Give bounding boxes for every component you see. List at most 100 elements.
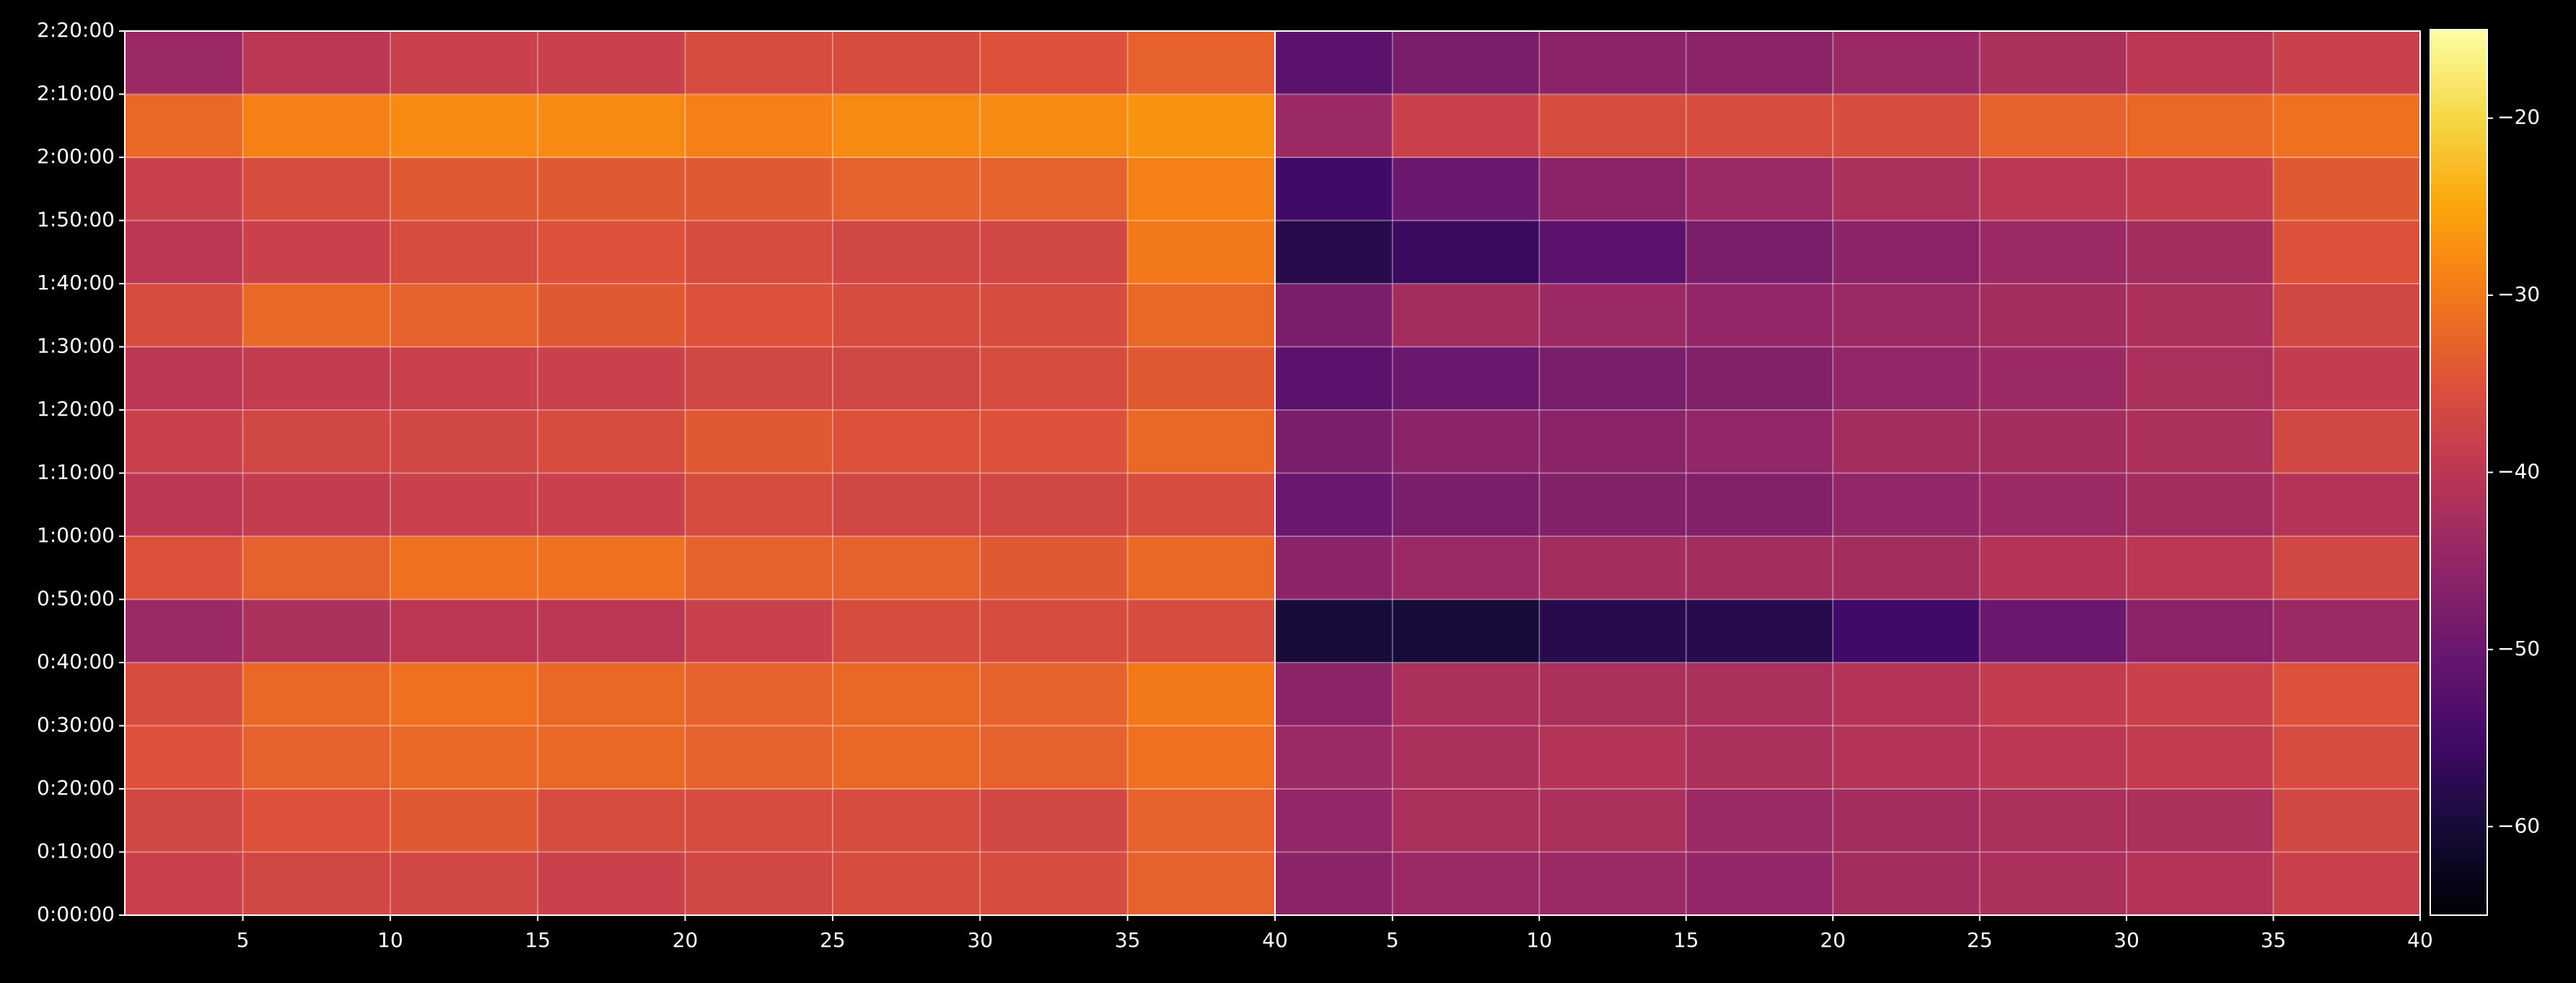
heatmap-cell	[832, 536, 981, 600]
heatmap-cell	[242, 346, 391, 411]
heatmap-cell	[538, 789, 686, 852]
heatmap-cell	[1979, 220, 2127, 284]
heatmap-cell	[1127, 852, 1276, 916]
heatmap-cell	[1686, 410, 1834, 473]
x-tick-label: 35	[1115, 928, 1141, 952]
heatmap-cell	[1833, 536, 1981, 600]
heatmap-cell	[1539, 536, 1687, 600]
heatmap-cell	[980, 663, 1129, 726]
heatmap-cell	[980, 410, 1129, 473]
heatmap-cell	[2273, 410, 2421, 473]
heatmap-cell	[1127, 346, 1276, 411]
heatmap-cell	[832, 31, 981, 95]
heatmap-cell	[1833, 599, 1981, 663]
heatmap-cell	[538, 220, 686, 284]
heatmap-cell	[2273, 31, 2421, 95]
heatmap-cell	[1539, 220, 1687, 284]
heatmap-cell	[2126, 410, 2274, 473]
colorbar-tick-label: −20	[2497, 105, 2540, 129]
heatmap-cell	[242, 663, 391, 726]
heatmap-cell	[2273, 725, 2421, 790]
heatmap-cell	[1539, 31, 1687, 95]
heatmap-cell	[242, 220, 391, 284]
colorbar-tick-label: −60	[2497, 813, 2540, 837]
heatmap-cell	[2273, 599, 2421, 663]
heatmap-cell	[390, 220, 538, 284]
heatmap-cell	[538, 284, 686, 347]
x-tick-label: 30	[967, 928, 993, 952]
heatmap-cell	[1979, 410, 2127, 473]
colorbar-tick-label: −40	[2497, 460, 2540, 484]
heatmap-cell	[125, 410, 243, 473]
heatmap-cell	[1686, 473, 1834, 537]
heatmap-cell	[1127, 157, 1276, 221]
heatmap-cell	[832, 410, 981, 473]
heatmap-cell	[832, 599, 981, 663]
heatmap-cell	[980, 852, 1129, 916]
heatmap-cell	[242, 94, 391, 158]
heatmap-cell	[1275, 725, 1393, 790]
y-tick-label: 2:00:00	[37, 144, 115, 168]
heatmap-cells	[125, 31, 1276, 916]
y-tick-label: 0:20:00	[37, 776, 115, 800]
heatmap-cell	[1833, 473, 1981, 537]
heatmap-cell	[125, 284, 243, 347]
y-tick-label: 1:00:00	[37, 523, 115, 547]
heatmap-cell	[685, 599, 833, 663]
heatmap-cell	[1539, 663, 1687, 726]
heatmap-cell	[1127, 31, 1276, 95]
heatmap-cell	[2126, 663, 2274, 726]
heatmap-cell	[1979, 789, 2127, 852]
heatmap-cell	[390, 852, 538, 916]
heatmap-cell	[1127, 789, 1276, 852]
heatmap-cell	[832, 157, 981, 221]
y-tick-label: 2:10:00	[37, 82, 115, 105]
heatmap-cell	[2126, 220, 2274, 284]
heatmap-cell	[125, 157, 243, 221]
heatmap-cell	[1539, 473, 1687, 537]
heatmap-cells	[1275, 31, 2421, 916]
x-tick-label: 40	[2407, 928, 2433, 952]
heatmap-cell	[832, 284, 981, 347]
heatmap-cell	[1275, 663, 1393, 726]
heatmap-cell	[125, 473, 243, 537]
heatmap-cell	[2273, 473, 2421, 537]
heatmap-cell	[832, 220, 981, 284]
heatmap-cell	[390, 473, 538, 537]
x-tick-label: 15	[525, 928, 551, 952]
heatmap-cell	[242, 284, 391, 347]
heatmap-cell	[1127, 599, 1276, 663]
heatmap-cell	[1686, 536, 1834, 600]
heatmap-cell	[1127, 220, 1276, 284]
heatmap-cell	[125, 599, 243, 663]
heatmap-cell	[1392, 789, 1540, 852]
colorbar-tick-label: −50	[2497, 637, 2540, 660]
heatmap-cell	[980, 789, 1129, 852]
heatmap-cell	[538, 599, 686, 663]
heatmap-cell	[2273, 346, 2421, 411]
heatmap-cell	[980, 599, 1129, 663]
heatmap-cell	[1539, 346, 1687, 411]
heatmap-cell	[1539, 284, 1687, 347]
heatmap-cell	[390, 725, 538, 790]
heatmap-cell	[1539, 157, 1687, 221]
heatmap-cell	[1686, 663, 1834, 726]
heatmap-cell	[1275, 852, 1393, 916]
heatmap-cell	[125, 31, 243, 95]
heatmap-cell	[1979, 284, 2127, 347]
heatmap-cell	[390, 31, 538, 95]
heatmap-cell	[1127, 410, 1276, 473]
heatmap-cell	[2126, 473, 2274, 537]
heatmap-cell	[242, 789, 391, 852]
y-tick-label: 0:40:00	[37, 650, 115, 673]
x-tick-label: 40	[1262, 928, 1288, 952]
x-tick-label: 20	[1820, 928, 1846, 952]
y-tick-label: 1:10:00	[37, 460, 115, 484]
heatmap-cell	[1833, 663, 1981, 726]
heatmap-cell	[538, 346, 686, 411]
heatmap-cell	[1686, 31, 1834, 95]
y-tick-label: 2:20:00	[37, 18, 115, 42]
heatmap-cell	[1979, 536, 2127, 600]
heatmap-cell	[1275, 157, 1393, 221]
heatmap-cell	[1686, 725, 1834, 790]
